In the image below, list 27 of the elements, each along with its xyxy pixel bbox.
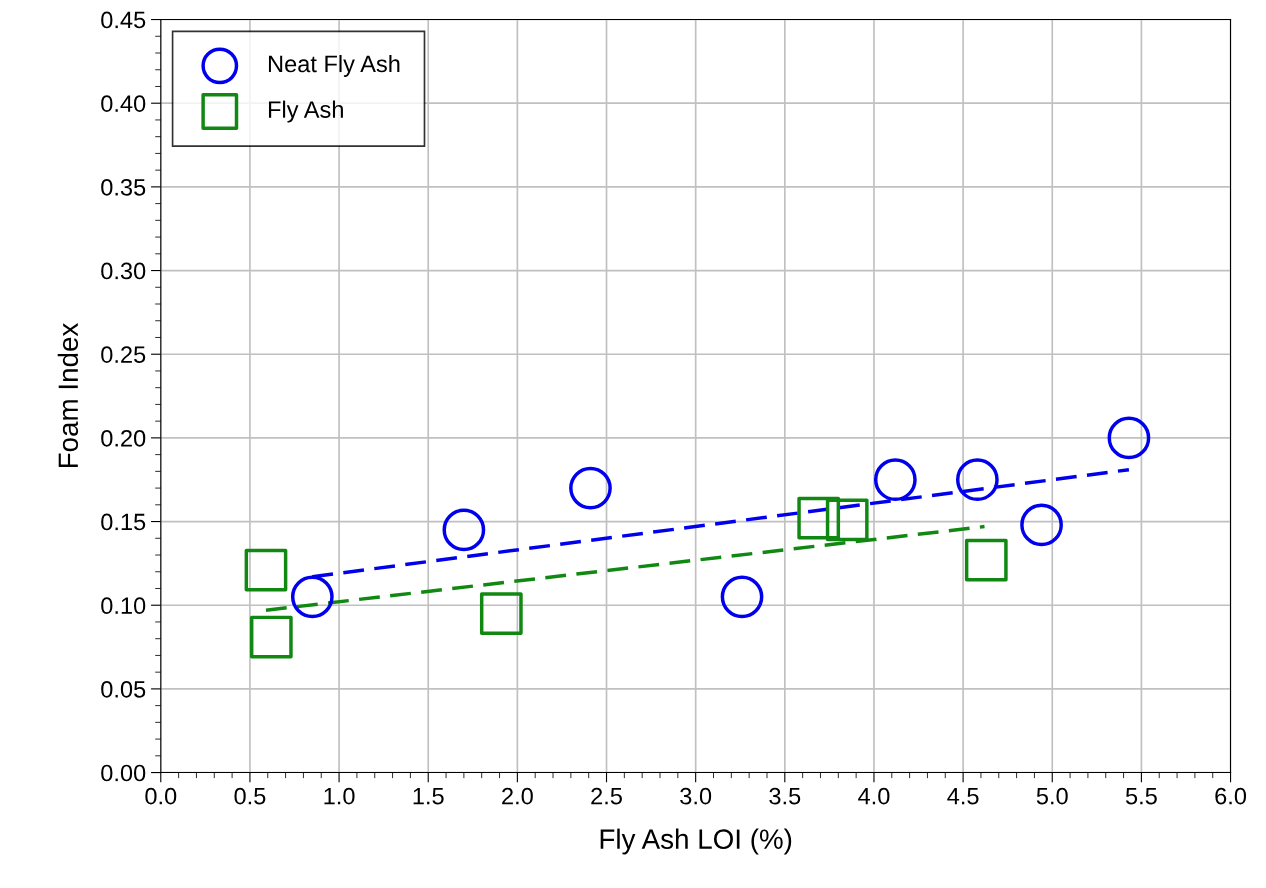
y-tick-label: 0.25	[101, 346, 146, 363]
y-tick-label: 0.30	[101, 262, 146, 280]
legend-label: Fly Ash	[268, 100, 343, 123]
x-tick-label: 3.5	[769, 787, 801, 805]
x-axis-title: Fly Ash LOI (%)	[600, 828, 792, 855]
x-tick-label: 5.5	[1125, 788, 1157, 805]
y-tick-label: 0.00	[101, 764, 146, 782]
x-tick-label: 0.5	[234, 787, 266, 805]
x-tick-label: 1.5	[413, 788, 444, 805]
y-tick-label: 0.05	[101, 680, 146, 698]
x-tick-label: 5.0	[1036, 787, 1068, 805]
x-tick-label: 6.0	[1215, 787, 1247, 805]
x-tick-label: 0.0	[145, 787, 177, 805]
x-tick-label: 2.0	[502, 787, 533, 805]
x-tick-label: 2.5	[591, 787, 622, 805]
y-tick-label: 0.15	[101, 513, 146, 531]
legend-label: Neat Fly Ash	[268, 54, 400, 77]
x-tick-label: 4.0	[858, 787, 890, 805]
x-tick-label: 3.0	[680, 787, 712, 805]
y-axis-title: Foam Index	[57, 323, 79, 468]
y-tick-label: 0.45	[101, 11, 146, 29]
y-tick-label: 0.10	[101, 597, 146, 615]
x-tick-label: 1.0	[324, 787, 355, 805]
y-tick-label: 0.40	[101, 95, 146, 112]
x-tick-label: 4.5	[947, 788, 979, 805]
y-tick-label: 0.20	[101, 429, 146, 447]
y-tick-label: 0.35	[101, 178, 146, 196]
